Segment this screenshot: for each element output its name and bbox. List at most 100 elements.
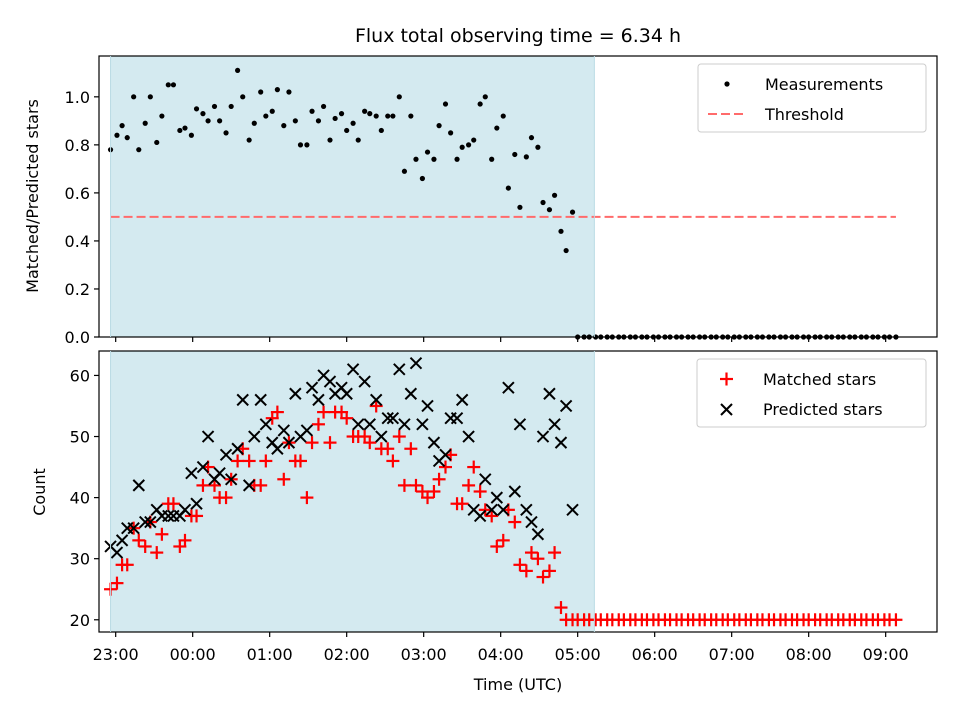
matched-star-point — [219, 491, 233, 505]
matched-star-point — [110, 576, 124, 590]
predicted-star-point — [439, 448, 452, 462]
matched-star-point — [259, 454, 273, 468]
matched-star-point — [542, 564, 556, 578]
measurement-point — [188, 132, 194, 138]
measurement-point — [332, 115, 338, 122]
measurement-point — [240, 94, 246, 100]
measurement-point — [442, 101, 449, 107]
matched-star-point — [513, 558, 527, 572]
measurement-point — [170, 82, 177, 88]
measurement-point — [119, 123, 125, 129]
matched-star-point — [478, 503, 492, 517]
bottom-predicted-points — [104, 357, 579, 559]
measurement-point — [251, 120, 257, 126]
predicted-star-point — [543, 387, 556, 400]
predicted-star-point — [132, 479, 145, 492]
predicted-star-point — [404, 387, 418, 400]
measurement-point — [338, 111, 345, 117]
matched-star-point — [166, 497, 180, 511]
matched-star-point — [323, 436, 337, 450]
measurement-point — [413, 156, 419, 162]
matched-star-point — [363, 436, 377, 450]
measurement-point — [362, 108, 368, 114]
matched-star-point — [305, 436, 319, 450]
predicted-star-point — [162, 509, 175, 523]
matched-star-point — [536, 570, 550, 584]
matched-star-point — [496, 533, 510, 547]
predicted-star-point — [300, 424, 314, 437]
predicted-star-point — [190, 497, 203, 510]
bottom-panel: 20 30 40 50 60 23:00 00:00 01:00 02:00 03:00 04:0… — [30, 350, 938, 694]
predicted-star-point — [277, 424, 291, 437]
y-tick-label: 0.8 — [65, 136, 90, 155]
predicted-star-point — [369, 393, 383, 407]
predicted-star-point — [513, 418, 527, 431]
measurement-point — [471, 137, 477, 143]
bottom-legend: Matched stars Predicted stars — [696, 358, 927, 428]
predicted-star-point — [525, 515, 538, 529]
legend-measurements-marker — [724, 81, 730, 87]
measurement-point — [217, 118, 223, 124]
measurement-point — [154, 139, 160, 146]
predicted-star-point — [231, 442, 244, 455]
predicted-star-point — [224, 473, 238, 486]
predicted-star-point — [381, 411, 394, 425]
predicted-star-point — [386, 411, 400, 425]
measurement-point — [459, 144, 465, 150]
predicted-star-point — [416, 418, 429, 431]
matched-star-point — [369, 399, 383, 413]
matched-star-point — [462, 478, 476, 492]
predicted-star-point — [485, 503, 498, 517]
top-panel: 0.0 0.2 0.4 0.6 0.8 1.0 Matched/Predicted sta… — [23, 55, 938, 347]
matched-star-point — [270, 405, 284, 419]
matched-star-point — [386, 454, 400, 468]
predicted-star-point — [393, 363, 406, 376]
matched-star-point — [277, 472, 291, 486]
measurement-point — [523, 154, 529, 160]
matched-star-point — [132, 533, 146, 547]
y-tick-label: 0.6 — [65, 184, 90, 203]
predicted-star-point — [219, 448, 233, 462]
matched-star-point — [427, 485, 441, 498]
predicted-star-point — [531, 528, 545, 541]
matched-star-point — [524, 546, 538, 560]
legend-predicted-label: Predicted stars — [763, 400, 883, 419]
measurement-point — [297, 142, 304, 148]
measurement-point — [540, 199, 546, 206]
measurement-point — [142, 120, 148, 126]
predicted-star-point — [450, 411, 464, 425]
predicted-star-point — [201, 430, 215, 443]
y-tick-label: 20 — [70, 611, 90, 630]
matched-star-point — [231, 454, 245, 468]
measurement-point — [482, 94, 488, 100]
top-shaded-span — [110, 56, 595, 337]
predicted-star-point — [248, 430, 261, 443]
matched-star-point — [467, 460, 481, 474]
measurement-point — [385, 113, 391, 119]
bottom-plot-frame — [98, 350, 938, 633]
measurement-point — [465, 142, 472, 148]
measurement-point — [424, 149, 431, 155]
measurement-point — [114, 132, 120, 138]
matched-star-point — [120, 558, 134, 572]
measurement-point — [344, 127, 350, 134]
matched-star-point — [311, 417, 325, 431]
measurement-point — [408, 113, 414, 119]
predicted-star-point — [196, 460, 210, 474]
measurement-point — [500, 113, 506, 119]
measurement-point — [269, 108, 275, 114]
measurement-point — [234, 67, 241, 74]
predicted-star-point — [502, 381, 515, 394]
matched-star-point — [242, 454, 256, 468]
bottom-y-axis-label: Count — [30, 468, 49, 516]
predicted-star-point — [427, 436, 441, 449]
predicted-star-point — [127, 521, 140, 535]
predicted-star-point — [473, 509, 487, 523]
x-tick-label: 23:00 — [93, 645, 139, 664]
measurement-point — [304, 142, 310, 148]
matched-star-point — [531, 552, 545, 566]
measurement-point — [454, 156, 460, 162]
top-y-axis: 0.0 0.2 0.4 0.6 0.8 1.0 — [65, 88, 99, 347]
predicted-star-point — [566, 503, 579, 517]
measurement-point — [563, 247, 569, 254]
